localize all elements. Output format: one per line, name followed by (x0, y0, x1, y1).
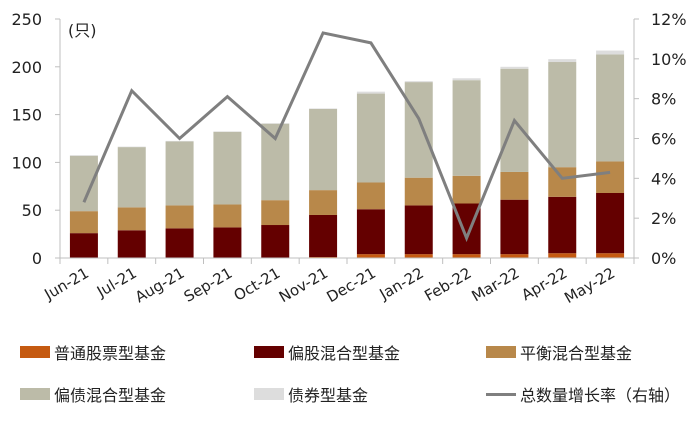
x-tick-label: Jun-21 (41, 264, 92, 304)
bar-segment (309, 108, 338, 191)
bar-segment (261, 225, 290, 258)
y2-tick-label: 8% (651, 90, 676, 109)
x-tick-label: Mar-22 (469, 264, 523, 306)
bar-segment (356, 91, 385, 94)
legend-color-swatch (486, 346, 516, 358)
legend-label: 债券型基金 (288, 386, 369, 405)
bar-segment (548, 196, 577, 254)
bar-segment (452, 80, 481, 176)
legend-label: 总数量增长率（右轴） (520, 386, 681, 405)
x-tick-label: May-22 (561, 264, 618, 307)
bar-segment (452, 175, 481, 204)
y-tick-label: 0 (32, 249, 42, 268)
y2-tick-label: 10% (651, 50, 687, 69)
bar-segment (165, 205, 194, 229)
bar-segment (309, 214, 338, 258)
bar-segment (596, 253, 625, 258)
bar-segment (213, 131, 242, 205)
bar-segment (165, 228, 194, 258)
bar-segment (548, 59, 577, 63)
bar-segment (117, 147, 146, 208)
x-tick-label: Jan-22 (376, 264, 427, 304)
x-tick-label: Nov-21 (276, 264, 331, 306)
bar-segment (213, 227, 242, 258)
bar-segment (596, 192, 625, 254)
x-tick-label: Feb-22 (421, 264, 474, 305)
stacked-bar-line-chart: Jun-21 Jul-21Aug-21Sep-21Oct-21Nov-21Dec-… (11, 10, 686, 307)
bar-segment (404, 82, 433, 178)
bar-segment (356, 93, 385, 183)
bar-segment (452, 78, 481, 81)
bar-segment (165, 141, 194, 206)
bar-segment (404, 177, 433, 206)
bar-segment (596, 50, 625, 55)
bar-segment (356, 254, 385, 258)
legend-color-swatch (254, 388, 284, 400)
bar-segment (69, 155, 98, 212)
bar-segment (69, 211, 98, 234)
legend-color-swatch (254, 346, 284, 358)
bar-segment (452, 254, 481, 258)
legend-line-swatch (486, 392, 516, 396)
legend-label: 偏股混合型基金 (288, 344, 401, 363)
y2-tick-label: 4% (651, 169, 676, 188)
legend-item: 偏股混合型基金 (254, 340, 400, 364)
bar-segment (404, 205, 433, 255)
legend-label: 平衡混合型基金 (520, 344, 633, 363)
x-tick-label: Dec-21 (324, 264, 379, 306)
bar-segment (213, 204, 242, 228)
bar-segment (117, 230, 146, 258)
bar-segment (309, 190, 338, 215)
bar-segment (500, 66, 529, 69)
x-tick-label: Aug-21 (132, 264, 188, 306)
legend: 普通股票型基金 偏股混合型基金 平衡混合型基金偏债混合型基金 债券型基金 总数量增长率（… (0, 330, 700, 410)
legend-item: 普通股票型基金 (20, 340, 166, 364)
bar-segment (117, 207, 146, 231)
bar-segment (356, 209, 385, 255)
bar-segment (500, 171, 529, 200)
bar-segment (69, 233, 98, 258)
legend-item: 偏债混合型基金 (20, 382, 166, 406)
bar-segment (548, 253, 577, 258)
x-tick-label: Jul-21 (93, 264, 140, 301)
bar-segment (548, 62, 577, 168)
legend-item: 平衡混合型基金 (486, 340, 632, 364)
legend-color-swatch (20, 388, 50, 400)
legend-item: 总数量增长率（右轴） (486, 382, 680, 406)
y2-tick-label: 2% (651, 209, 676, 228)
y-tick-label: 250 (11, 10, 42, 29)
bar-segment (356, 182, 385, 210)
legend-color-swatch (20, 346, 50, 358)
x-tick-label: Sep-21 (181, 264, 236, 306)
y-tick-label: 200 (11, 58, 42, 77)
y-tick-label: 100 (11, 153, 42, 172)
bar-segment (596, 54, 625, 162)
bar-segment (404, 254, 433, 258)
y-axis-unit-label: (只) (68, 21, 97, 40)
bar-segment (404, 81, 433, 83)
y-tick-label: 50 (22, 201, 42, 220)
y2-tick-label: 6% (651, 130, 676, 149)
axes-group: Jun-21 Jul-21Aug-21Sep-21Oct-21Nov-21Dec-… (11, 10, 686, 307)
x-tick-label: Oct-21 (231, 264, 284, 305)
x-tick-label: Apr-22 (518, 264, 570, 304)
bar-segment (548, 167, 577, 197)
y-tick-label: 150 (11, 106, 42, 125)
legend-label: 普通股票型基金 (54, 344, 167, 363)
legend-label: 偏债混合型基金 (54, 386, 167, 405)
y2-tick-label: 0% (651, 249, 676, 268)
bar-segment (500, 199, 529, 255)
y2-tick-label: 12% (651, 10, 687, 29)
growth-rate-line (82, 31, 611, 243)
legend-item: 债券型基金 (254, 382, 368, 406)
bar-segment (596, 161, 625, 193)
bar-segment (261, 200, 290, 226)
bar-segment (500, 254, 529, 258)
